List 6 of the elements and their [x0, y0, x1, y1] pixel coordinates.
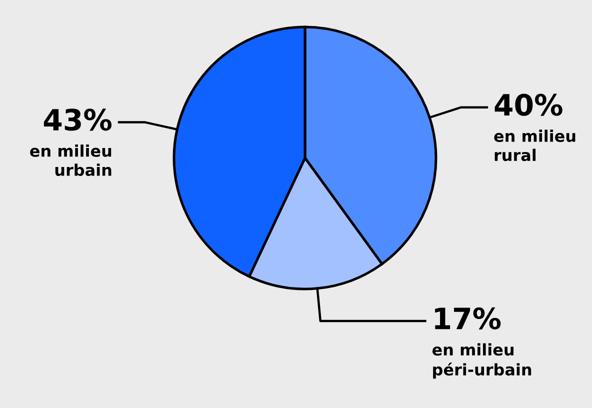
- data-label: 17%: [435, 307, 501, 330]
- data-label: 40%: [494, 94, 562, 116]
- slice-label: en milieu péri-urbain: [432, 343, 532, 379]
- data-label: 43%: [44, 108, 112, 131]
- slice-label: en milieu urbain: [30, 144, 112, 176]
- slice-label: en milieu rural: [494, 130, 576, 162]
